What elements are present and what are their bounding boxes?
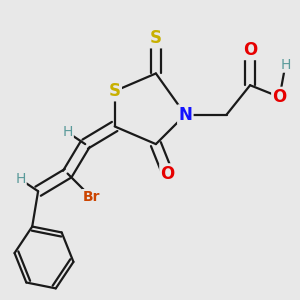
Text: Br: Br bbox=[82, 190, 100, 204]
Text: H: H bbox=[62, 125, 73, 139]
Text: H: H bbox=[15, 172, 26, 186]
Text: O: O bbox=[160, 165, 175, 183]
Text: S: S bbox=[109, 82, 121, 100]
Text: O: O bbox=[243, 41, 257, 59]
Text: O: O bbox=[272, 88, 287, 106]
Text: S: S bbox=[150, 29, 162, 47]
Text: N: N bbox=[178, 106, 192, 124]
Text: H: H bbox=[280, 58, 291, 72]
